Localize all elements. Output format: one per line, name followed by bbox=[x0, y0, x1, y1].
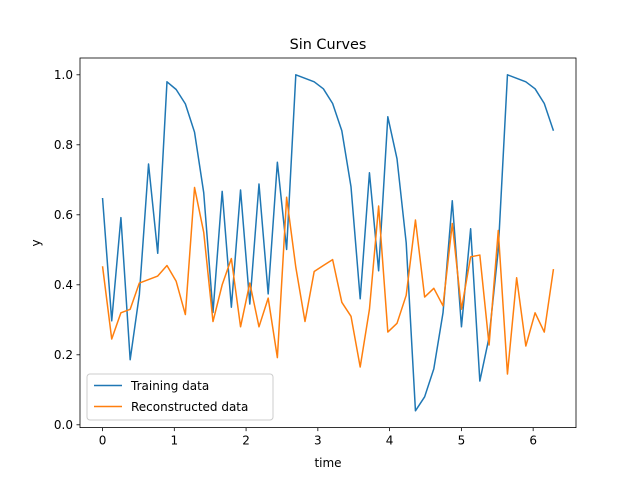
x-tick-label: 2 bbox=[242, 434, 250, 448]
x-tick-label: 3 bbox=[314, 434, 322, 448]
y-tick-label: 0.6 bbox=[54, 208, 73, 222]
series-line-training-data bbox=[101, 74, 555, 412]
series-line-reconstructed-data bbox=[101, 186, 555, 375]
legend-box bbox=[86, 373, 274, 421]
y-axis-label: y bbox=[29, 239, 43, 246]
y-tick-label: 0.2 bbox=[54, 348, 73, 362]
x-tick-label: 0 bbox=[99, 434, 107, 448]
y-axis-ticks: 0.0 0.2 0.4 0.6 0.8 1.0 bbox=[54, 68, 80, 432]
legend: Training data Reconstructed data bbox=[86, 373, 274, 421]
x-tick-label: 4 bbox=[386, 434, 394, 448]
y-tick-label: 0.0 bbox=[54, 418, 73, 432]
legend-label-reconstructed-data: Reconstructed data bbox=[131, 400, 248, 414]
series-lines bbox=[101, 74, 555, 412]
x-tick-label: 5 bbox=[458, 434, 466, 448]
x-axis-ticks: 0 1 2 3 4 5 6 bbox=[99, 427, 537, 448]
x-tick-label: 1 bbox=[170, 434, 178, 448]
y-tick-label: 0.4 bbox=[54, 278, 73, 292]
x-tick-label: 6 bbox=[529, 434, 537, 448]
chart-title: Sin Curves bbox=[290, 37, 367, 53]
plot-area-frame bbox=[79, 57, 577, 429]
x-axis-label: time bbox=[314, 456, 341, 470]
y-tick-label: 0.8 bbox=[54, 138, 73, 152]
legend-label-training-data: Training data bbox=[130, 379, 209, 393]
y-tick-label: 1.0 bbox=[54, 68, 73, 82]
